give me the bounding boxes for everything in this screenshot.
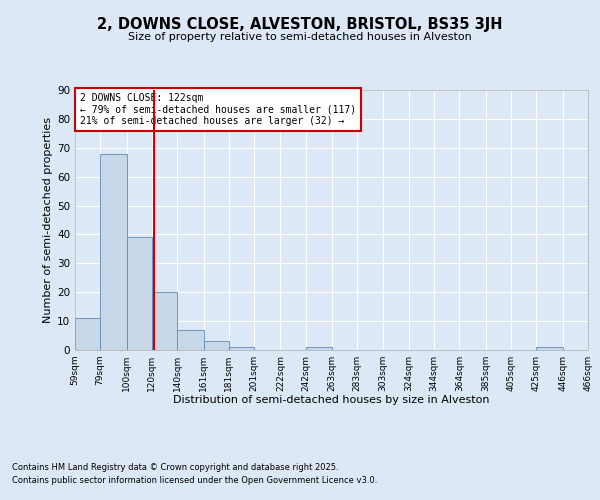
Bar — [536, 347, 563, 350]
Text: Contains HM Land Registry data © Crown copyright and database right 2025.: Contains HM Land Registry data © Crown c… — [12, 464, 338, 472]
Text: Contains public sector information licensed under the Open Government Licence v3: Contains public sector information licen… — [12, 476, 377, 485]
Bar — [229, 347, 254, 350]
Text: 2 DOWNS CLOSE: 122sqm
← 79% of semi-detached houses are smaller (117)
21% of sem: 2 DOWNS CLOSE: 122sqm ← 79% of semi-deta… — [80, 92, 356, 126]
Bar — [100, 154, 127, 350]
Text: Size of property relative to semi-detached houses in Alveston: Size of property relative to semi-detach… — [128, 32, 472, 42]
Y-axis label: Number of semi-detached properties: Number of semi-detached properties — [43, 117, 53, 323]
X-axis label: Distribution of semi-detached houses by size in Alveston: Distribution of semi-detached houses by … — [173, 396, 490, 406]
Bar — [305, 347, 332, 350]
Bar — [152, 292, 177, 350]
Bar — [75, 318, 100, 350]
Bar — [127, 238, 152, 350]
Bar — [203, 342, 229, 350]
Bar — [177, 330, 203, 350]
Text: 2, DOWNS CLOSE, ALVESTON, BRISTOL, BS35 3JH: 2, DOWNS CLOSE, ALVESTON, BRISTOL, BS35 … — [97, 18, 503, 32]
